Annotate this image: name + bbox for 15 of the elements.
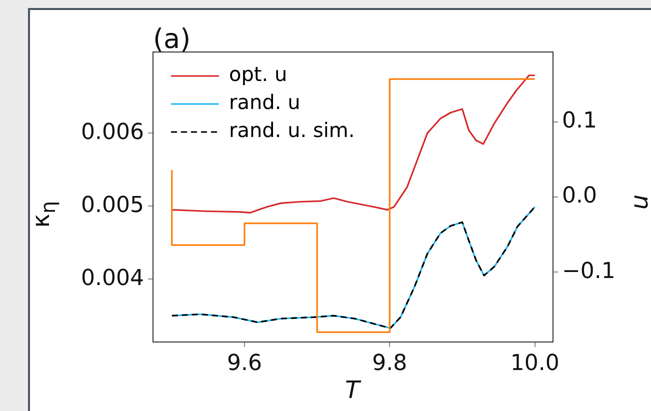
y-tick-label: 0.005: [81, 192, 144, 218]
y2-axis-title: u: [626, 194, 651, 210]
y-tick-label: 0.004: [81, 266, 144, 291]
y2-tick-label: −0.1: [562, 258, 616, 284]
x-axis-title: T: [345, 376, 360, 404]
x-tick-label: 9.6: [226, 350, 262, 376]
y-tick-label: 0.006: [81, 120, 144, 145]
y2-tick-label: 0.1: [562, 108, 597, 134]
x-tick-label: 9.8: [372, 350, 408, 376]
chart-title: (a): [153, 24, 191, 55]
y2-tick-label: 0.0: [562, 184, 597, 209]
legend-label: opt. u: [229, 62, 288, 86]
legend-label: rand. u. sim.: [229, 118, 355, 142]
x-tick-label: 10.0: [510, 350, 560, 376]
legend-label: rand. u: [229, 90, 300, 114]
